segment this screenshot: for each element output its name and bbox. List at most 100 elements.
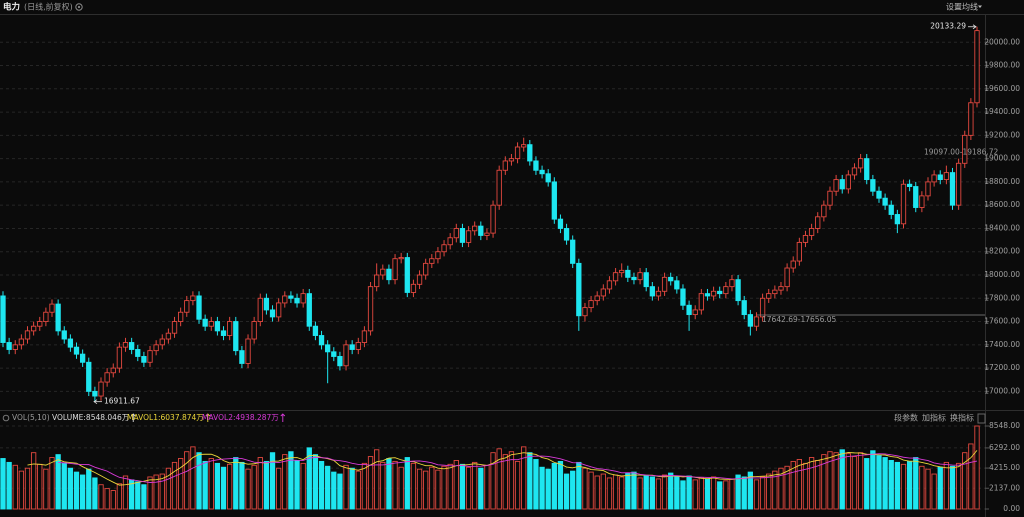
candle-body xyxy=(208,321,214,327)
candle-body xyxy=(502,160,508,171)
y-tick-label: 18000.00 xyxy=(984,270,1020,279)
volume-bar xyxy=(857,452,864,510)
ma-settings-button[interactable]: 设置均线 xyxy=(946,2,978,12)
volume-bar xyxy=(955,462,962,510)
volume-bar xyxy=(692,479,698,510)
candle-body xyxy=(447,237,453,246)
volume-bar xyxy=(318,460,325,510)
candle-body xyxy=(116,346,123,369)
y-tick-label: 17200.00 xyxy=(984,363,1020,372)
volume-bar xyxy=(227,463,233,510)
volume-bar xyxy=(257,457,263,510)
volume-bar xyxy=(116,483,123,510)
candle-body xyxy=(453,228,459,239)
volume-bar xyxy=(202,460,208,510)
dropdown-caret[interactable] xyxy=(978,5,982,9)
volume-bar xyxy=(459,463,466,510)
candle-body xyxy=(570,239,576,264)
volume-bar xyxy=(141,484,147,510)
candle-body xyxy=(864,158,870,181)
volume-bar xyxy=(220,466,227,510)
candle-body xyxy=(655,290,662,297)
volume-bar xyxy=(551,462,557,510)
toolbar-button[interactable]: 换指标 xyxy=(950,413,974,423)
candle-body xyxy=(410,283,417,293)
volume-bar xyxy=(747,471,753,510)
volume-bar xyxy=(165,467,172,510)
candle-body xyxy=(851,167,858,176)
candle-body xyxy=(619,269,625,274)
candle-body xyxy=(870,179,876,192)
volume-bar xyxy=(153,474,159,510)
volume-bar xyxy=(190,446,196,510)
toolbar-button[interactable]: 加指标 xyxy=(922,413,946,423)
volume-bar xyxy=(766,473,772,510)
volume-bar xyxy=(208,458,214,510)
volume-bar xyxy=(306,447,312,510)
volume-bar xyxy=(612,474,619,510)
volume-bar xyxy=(104,488,110,510)
volume-bar xyxy=(808,457,815,510)
candle-body xyxy=(637,272,643,281)
volume-bar xyxy=(294,460,300,510)
volume-bar xyxy=(876,455,882,510)
settings-icon[interactable] xyxy=(75,3,83,11)
candle-body xyxy=(649,286,655,297)
volume-bar xyxy=(245,468,251,510)
candle-body xyxy=(913,186,919,208)
toolbar-button[interactable]: 段参数 xyxy=(894,413,918,423)
candle-body xyxy=(925,181,931,197)
candle-body xyxy=(766,293,772,299)
y-tick-label: 19400.00 xyxy=(984,107,1020,116)
volume-bar xyxy=(949,465,956,510)
candle-body xyxy=(931,174,937,183)
volume-bar xyxy=(312,454,319,510)
volume-bar xyxy=(741,476,747,510)
volume-bar xyxy=(625,472,631,510)
candle-body xyxy=(833,179,839,192)
volume-bar xyxy=(894,461,901,510)
annotation-arrowhead xyxy=(93,399,98,404)
candle-body xyxy=(190,295,196,302)
volume-bar xyxy=(410,462,417,510)
volume-bar xyxy=(680,480,686,510)
candle-body xyxy=(490,204,496,234)
candle-body xyxy=(759,297,766,318)
candle-body xyxy=(300,293,306,304)
candle-body xyxy=(612,272,619,282)
volume-bar xyxy=(276,467,282,510)
volume-bar xyxy=(251,464,257,510)
volume-bar xyxy=(821,454,827,510)
candle-body xyxy=(214,321,221,332)
candle-body xyxy=(349,344,355,350)
y-tick-label: 8548.00 xyxy=(989,421,1020,430)
volume-bar xyxy=(37,463,43,510)
candle-body xyxy=(276,302,282,318)
candle-body xyxy=(18,338,25,346)
y-tick-label: 17800.00 xyxy=(984,293,1020,302)
volume-bar xyxy=(563,473,570,510)
y-tick-label: 18800.00 xyxy=(984,177,1020,186)
candle-body xyxy=(919,195,925,208)
volume-bar xyxy=(73,471,80,510)
candle-body xyxy=(55,303,61,332)
volume-bar xyxy=(478,467,484,510)
volume-bar xyxy=(588,471,594,510)
volume-bar xyxy=(288,451,294,510)
candle-body xyxy=(753,316,760,327)
scroll-button[interactable] xyxy=(977,413,986,424)
volume-bar xyxy=(864,458,870,510)
candle-body xyxy=(392,258,398,281)
candle-body xyxy=(251,321,257,340)
volume-bar xyxy=(545,468,551,510)
candle-body xyxy=(521,144,527,148)
candle-body xyxy=(423,262,429,276)
volume-bar xyxy=(759,476,766,510)
candle-body xyxy=(135,349,141,357)
candle-body xyxy=(153,344,159,352)
candle-body xyxy=(955,162,962,206)
candle-body xyxy=(710,290,717,297)
candle-body xyxy=(821,204,827,218)
candle-body xyxy=(110,367,116,374)
